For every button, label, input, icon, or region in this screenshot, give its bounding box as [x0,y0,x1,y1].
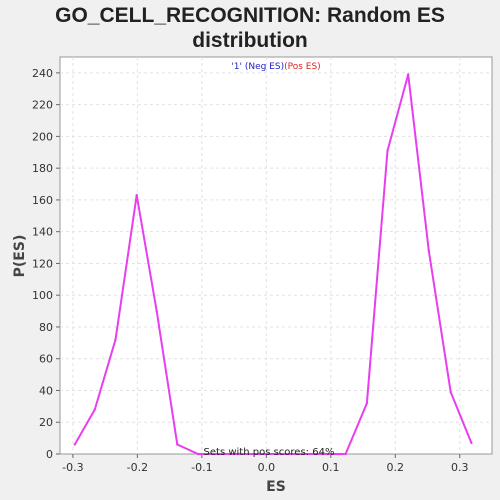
y-axis-label: P(ES) [12,235,28,278]
y-tick-label: 20 [39,416,53,429]
data-point [320,452,323,456]
legend: '1' (Neg ES)(Pos ES) [231,62,320,72]
y-tick-label: 0 [46,448,53,461]
x-tick-label: -0.3 [62,461,83,474]
x-tick-label: -0.1 [191,461,212,474]
data-point [93,408,97,411]
x-tick-label: 0.3 [451,461,469,474]
data-point [73,443,77,446]
x-tick-label: 0.1 [322,461,340,474]
es-distribution-line [73,73,473,455]
x-tick-label: 0.0 [258,461,276,474]
data-point [449,390,452,394]
data-point [470,441,473,445]
y-tick-label: 100 [32,289,53,302]
y-tick-label: 240 [32,67,53,80]
x-axis-label: ES [266,479,286,495]
legend-entry-neg-es: '1' (Neg ES) [231,62,284,72]
data-point [427,249,431,252]
data-point [386,149,389,152]
y-tick-label: 220 [32,99,53,112]
data-point [258,452,262,456]
axes: 0 20 40 60 80 100 120 140 160 180 200 220 240 -0.3 -0.… [32,67,469,474]
y-tick-label: 120 [32,257,53,270]
y-tick-label: 40 [39,384,53,397]
legend-entry-pos-es: (Pos ES) [284,62,321,72]
data-point [196,452,200,456]
x-tick-label: -0.2 [127,461,148,474]
data-point [135,193,138,197]
y-tick-label: 60 [39,353,53,366]
y-tick-label: 80 [39,321,53,334]
y-tick-label: 200 [32,130,53,143]
data-point [217,452,220,456]
data-point [155,309,158,313]
x-tick-label: 0.2 [387,461,405,474]
data-point [176,443,179,446]
y-tick-label: 180 [32,162,53,175]
data-point [344,452,347,456]
data-point [406,73,410,76]
grid-lines [60,57,492,454]
data-point [365,401,369,405]
pos-scores-annotation: Sets with pos scores: 64% [204,447,335,458]
chart-title-line-1: GO_CELL_RECOGNITION: Random ES [55,4,445,27]
plot-area [59,56,493,455]
y-tick-label: 140 [32,226,53,239]
chart-title-line-2: distribution [192,29,307,52]
data-point [114,338,117,341]
series-layer [73,73,473,456]
data-point [279,452,282,456]
y-tick-label: 160 [32,194,53,207]
data-point [238,452,241,456]
data-point [299,452,303,456]
